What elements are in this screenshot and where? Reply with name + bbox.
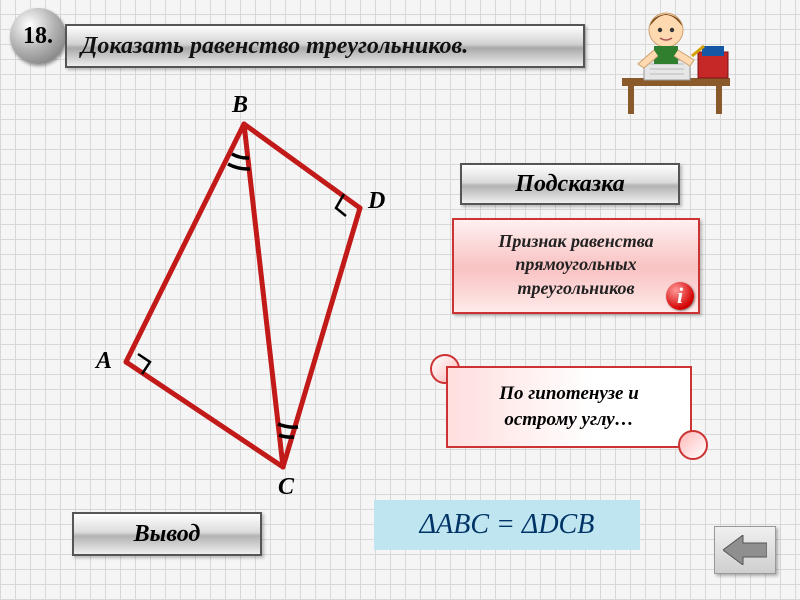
- scroll-note: По гипотенузе и острому углу…: [424, 358, 714, 456]
- hint-line-1: Признак равенства: [460, 230, 692, 253]
- conclusion-button[interactable]: Вывод: [72, 512, 262, 556]
- formula-text: ΔABC = ΔDCB: [420, 509, 595, 541]
- slide-number: 18.: [23, 23, 53, 50]
- scroll-line-1: По гипотенузе и: [499, 381, 639, 407]
- formula-box: ΔABC = ΔDCB: [374, 500, 640, 550]
- hint-button[interactable]: Подсказка: [460, 163, 680, 205]
- conclusion-label: Вывод: [134, 521, 201, 548]
- slide-number-badge: 18.: [10, 8, 66, 64]
- hint-line-2: прямоугольных: [460, 253, 692, 276]
- vertex-label-d: D: [368, 188, 385, 215]
- vertex-label-b: B: [232, 92, 248, 119]
- title-bar: Доказать равенство треугольников.: [65, 24, 585, 68]
- vertex-label-a: A: [96, 348, 112, 375]
- hint-button-label: Подсказка: [515, 171, 624, 198]
- nav-back-button[interactable]: [714, 526, 776, 574]
- info-icon[interactable]: i: [666, 282, 694, 310]
- mascot-illustration: [610, 6, 740, 116]
- hint-box: Признак равенства прямоугольных треуголь…: [452, 218, 700, 314]
- scroll-line-2: острому углу…: [499, 407, 639, 433]
- vertex-label-c: C: [278, 474, 294, 501]
- title-text: Доказать равенство треугольников.: [81, 33, 468, 60]
- hint-line-3: треугольников: [460, 277, 692, 300]
- info-glyph: i: [677, 282, 683, 311]
- scroll-content: По гипотенузе и острому углу…: [446, 366, 692, 448]
- arrow-left-icon: [723, 535, 767, 565]
- scroll-curl-right: [678, 430, 708, 460]
- geometry-diagram: A B C D: [60, 100, 420, 500]
